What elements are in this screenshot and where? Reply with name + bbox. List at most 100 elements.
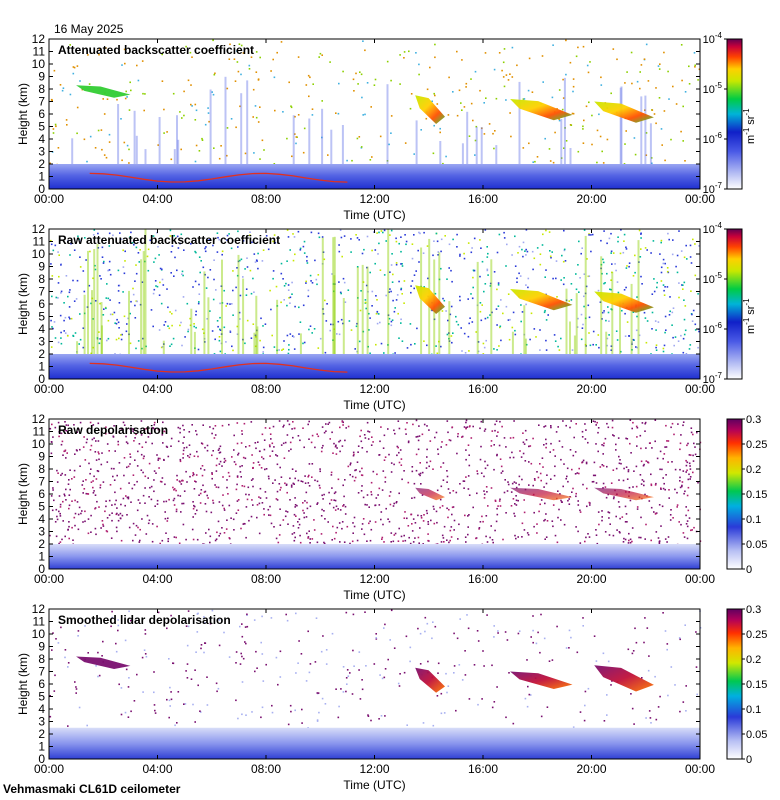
noise-dot xyxy=(384,456,387,458)
noise-dot xyxy=(663,294,666,296)
noise-dot xyxy=(338,244,340,246)
noise-dot xyxy=(138,541,141,543)
noise-dot xyxy=(581,247,583,249)
noise-dot xyxy=(352,532,354,534)
noise-dot xyxy=(118,337,120,340)
noise-dot xyxy=(193,505,196,508)
noise-dot xyxy=(617,236,619,238)
noise-dot xyxy=(436,521,438,524)
noise-dot xyxy=(414,537,416,539)
colorbar-tick-label: 0.2 xyxy=(746,654,761,666)
noise-dot xyxy=(629,541,632,544)
noise-dot xyxy=(587,71,590,74)
noise-dot xyxy=(543,311,546,314)
noise-dot xyxy=(135,433,137,436)
noise-dot xyxy=(50,441,53,443)
noise-dot xyxy=(170,251,173,253)
noise-dot xyxy=(594,474,597,477)
noise-dot xyxy=(236,267,238,269)
noise-dot xyxy=(144,502,146,504)
x-tick-label: 12:00 xyxy=(359,762,389,776)
noise-dot xyxy=(332,525,334,528)
noise-dot xyxy=(79,338,82,341)
noise-dot xyxy=(87,54,89,56)
noise-dot xyxy=(116,474,118,477)
noise-dot xyxy=(656,281,658,284)
noise-dot xyxy=(389,288,391,290)
noise-dot xyxy=(62,454,64,456)
noise-dot xyxy=(619,531,621,534)
noise-dot xyxy=(282,426,284,428)
noise-dot xyxy=(323,258,326,261)
y-tick-label: 6 xyxy=(38,297,45,311)
noise-dot xyxy=(262,351,264,353)
noise-dot xyxy=(60,443,63,446)
noise-dot xyxy=(333,290,335,293)
noise-dot xyxy=(396,445,399,448)
noise-dot xyxy=(453,665,456,667)
noise-dot xyxy=(449,529,452,532)
noise-dot xyxy=(236,325,239,328)
noise-dot xyxy=(572,726,575,728)
noise-dot xyxy=(557,426,559,428)
noise-dot xyxy=(273,234,276,236)
noise-dot xyxy=(60,263,62,265)
noise-dot xyxy=(653,511,655,513)
noise-dot xyxy=(507,293,510,295)
noise-dot xyxy=(388,323,390,325)
noise-dot xyxy=(117,624,120,627)
noise-dot xyxy=(668,314,671,316)
noise-dot xyxy=(511,326,514,329)
noise-dot xyxy=(560,279,562,281)
noise-dot xyxy=(120,118,122,120)
noise-dot xyxy=(585,285,588,288)
noise-dot xyxy=(435,510,438,513)
noise-dot xyxy=(390,264,393,266)
noise-dot xyxy=(306,507,309,510)
noise-dot xyxy=(572,90,574,93)
noise-dot xyxy=(64,421,66,423)
fall-streak xyxy=(76,341,79,354)
noise-dot xyxy=(193,488,196,490)
noise-dot xyxy=(639,87,641,90)
noise-dot xyxy=(135,246,138,249)
noise-dot xyxy=(523,529,526,531)
noise-dot xyxy=(60,264,62,266)
noise-dot xyxy=(229,303,231,305)
noise-dot xyxy=(680,44,683,46)
noise-dot xyxy=(386,160,389,162)
noise-dot xyxy=(97,247,100,249)
noise-dot xyxy=(630,452,632,454)
noise-dot xyxy=(356,350,358,353)
noise-dot xyxy=(268,427,271,429)
noise-dot xyxy=(582,483,584,486)
fall-streak xyxy=(253,332,256,354)
noise-dot xyxy=(115,526,118,529)
noise-dot xyxy=(685,464,688,467)
fall-streak xyxy=(366,266,369,354)
noise-dot xyxy=(197,684,199,687)
noise-dot xyxy=(655,346,657,349)
fall-streak xyxy=(630,283,633,354)
noise-dot xyxy=(186,644,189,647)
noise-dot xyxy=(119,232,121,234)
noise-dot xyxy=(317,232,320,235)
noise-dot xyxy=(662,347,665,350)
noise-dot xyxy=(427,660,429,663)
fall-streak xyxy=(177,139,180,164)
noise-dot xyxy=(340,236,343,239)
noise-dot xyxy=(225,528,228,530)
noise-dot xyxy=(579,509,581,512)
noise-dot xyxy=(246,266,249,268)
noise-dot xyxy=(275,537,278,540)
noise-dot xyxy=(621,516,624,518)
noise-dot xyxy=(360,290,362,292)
noise-dot xyxy=(228,537,231,539)
noise-dot xyxy=(655,718,658,721)
noise-dot xyxy=(495,308,498,310)
noise-dot xyxy=(664,315,667,318)
noise-dot xyxy=(364,49,366,52)
noise-dot xyxy=(509,437,512,439)
noise-dot xyxy=(518,630,521,632)
noise-dot xyxy=(172,486,174,489)
